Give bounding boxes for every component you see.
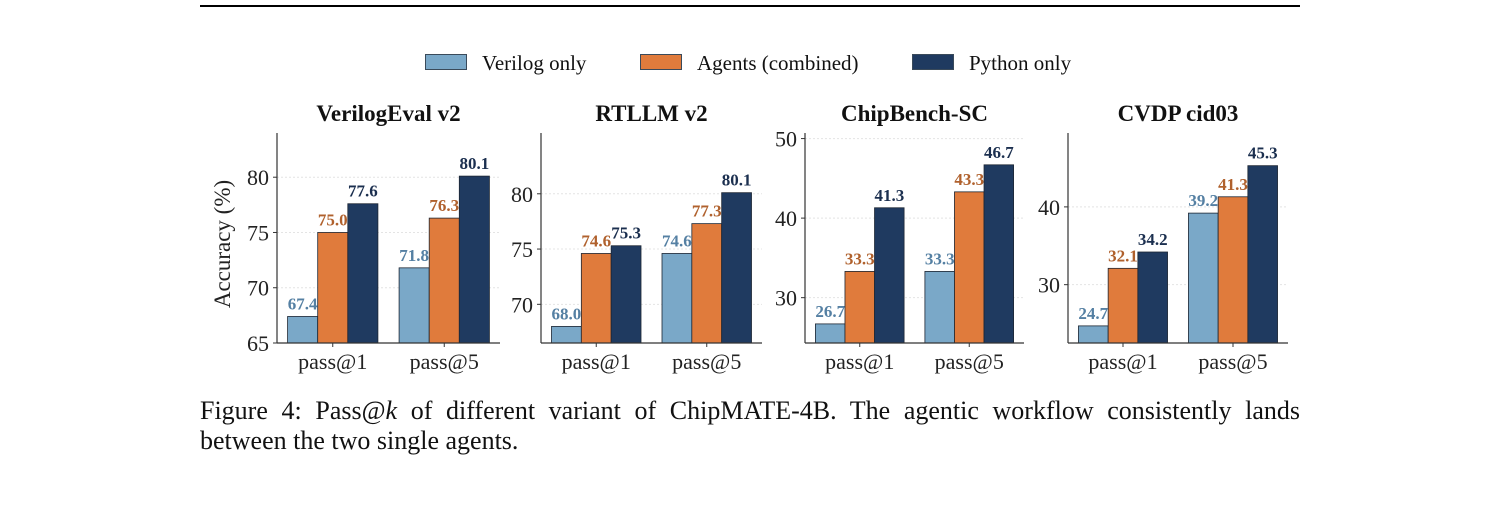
y-tick-label: 30 bbox=[1038, 273, 1060, 298]
y-tick-label: 40 bbox=[775, 206, 797, 231]
y-tick-label: 70 bbox=[247, 276, 269, 301]
chart-title: CVDP cid03 bbox=[1118, 101, 1239, 126]
bar bbox=[1078, 325, 1109, 344]
legend-swatch-verilog bbox=[425, 54, 467, 70]
bar-value-label: 39.2 bbox=[1188, 191, 1218, 210]
bar-value-label: 80.1 bbox=[722, 171, 752, 190]
chart-panel-3: 24.7 32.134.2 pass@1 39.241.345.3 pass@5 30 40… bbox=[1038, 101, 1288, 374]
bar bbox=[983, 164, 1015, 344]
x-tick-label: pass@5 bbox=[935, 349, 1004, 374]
bar-value-label: 67.4 bbox=[288, 294, 318, 313]
bar bbox=[844, 271, 875, 344]
bar-value-label: 26.7 bbox=[815, 302, 845, 321]
bar-value-label: 74.6 bbox=[662, 231, 692, 250]
bar bbox=[691, 223, 723, 344]
chart-title: RTLLM v2 bbox=[595, 101, 707, 126]
top-rule bbox=[200, 5, 1300, 7]
bar-value-label: 74.6 bbox=[581, 231, 611, 250]
bar bbox=[610, 245, 642, 344]
bar bbox=[815, 323, 846, 344]
bar bbox=[317, 232, 349, 344]
bar-value-label: 68.0 bbox=[552, 304, 582, 323]
bar-value-label: 76.3 bbox=[429, 196, 459, 215]
legend-label-agents: Agents (combined) bbox=[697, 51, 859, 75]
bar-value-label: 71.8 bbox=[399, 246, 429, 265]
y-axis-label: Accuracy (%) bbox=[210, 180, 235, 308]
bar-value-label: 75.3 bbox=[611, 224, 641, 243]
x-tick-label: pass@1 bbox=[825, 349, 894, 374]
bar bbox=[458, 175, 490, 344]
x-tick-label: pass@5 bbox=[672, 349, 741, 374]
x-tick-label: pass@1 bbox=[1088, 349, 1157, 374]
y-tick-label: 75 bbox=[511, 237, 533, 262]
caption-k: k bbox=[385, 396, 398, 425]
chart-panel-1: 68.074.6 75.3pass@174.677.380.1pass@57075… bbox=[511, 101, 762, 374]
bar bbox=[924, 271, 955, 344]
chart-title: ChipBench-SC bbox=[841, 101, 988, 126]
caption-rest: of different variant of ChipMATE-4B. The… bbox=[200, 396, 1300, 455]
bar bbox=[954, 191, 985, 344]
bar-value-label: 77.6 bbox=[348, 182, 378, 201]
bar bbox=[1247, 165, 1278, 344]
bar bbox=[428, 217, 460, 344]
bar bbox=[874, 207, 905, 344]
x-tick-label: pass@1 bbox=[562, 349, 631, 374]
chart-panel-2: 26.7 33.3 41.3 pass@1 33.3 43.346.7 pass@5 30 40… bbox=[775, 101, 1024, 374]
figure-caption: Figure 4: Pass@k of different variant of… bbox=[200, 396, 1300, 456]
legend-label-verilog: Verilog only bbox=[482, 51, 587, 75]
bar bbox=[661, 253, 693, 344]
bar bbox=[1107, 267, 1139, 344]
bar bbox=[721, 192, 752, 344]
bar bbox=[1217, 196, 1249, 344]
legend-label-python: Python only bbox=[969, 51, 1072, 75]
y-tick-label: 50 bbox=[775, 127, 797, 152]
chart-title: VerilogEval v2 bbox=[316, 101, 460, 126]
bar-value-label: 45.3 bbox=[1248, 144, 1278, 163]
bar-value-label: 33.3 bbox=[845, 249, 875, 268]
bar-value-label: 41.3 bbox=[1218, 175, 1248, 194]
y-tick-label: 65 bbox=[247, 331, 269, 356]
bar bbox=[398, 267, 430, 344]
bar-value-label: 43.3 bbox=[954, 170, 984, 189]
bar bbox=[551, 326, 582, 344]
bar-value-label: 32.1 bbox=[1108, 246, 1138, 265]
chart-panel-0: 67.4 75.077.6 pass@1 71.8 76.3 80.1 pass@5 65 70… bbox=[210, 101, 500, 374]
y-tick-label: 75 bbox=[247, 220, 269, 245]
bar-value-label: 34.2 bbox=[1138, 230, 1168, 249]
x-tick-label: pass@1 bbox=[298, 349, 367, 374]
bar-value-label: 41.3 bbox=[874, 186, 904, 205]
bar-value-label: 75.0 bbox=[318, 210, 348, 229]
bar bbox=[1188, 212, 1219, 344]
y-tick-label: 30 bbox=[775, 286, 797, 311]
x-tick-label: pass@5 bbox=[1198, 349, 1267, 374]
bar-value-label: 46.7 bbox=[984, 143, 1014, 162]
y-tick-label: 40 bbox=[1038, 195, 1060, 220]
y-tick-label: 70 bbox=[511, 292, 533, 317]
bar-value-label: 80.1 bbox=[459, 154, 489, 173]
bar bbox=[347, 203, 379, 344]
bar bbox=[1137, 251, 1168, 344]
bar-value-label: 77.3 bbox=[692, 202, 722, 221]
bar-value-label: 33.3 bbox=[925, 249, 955, 268]
bar bbox=[580, 253, 612, 344]
y-tick-label: 80 bbox=[511, 182, 533, 207]
y-tick-label: 80 bbox=[247, 165, 269, 190]
legend-swatch-agents bbox=[640, 54, 682, 70]
legend-swatch-python bbox=[912, 54, 954, 70]
caption-prefix: Figure 4: Pass@ bbox=[200, 396, 386, 425]
charts-svg: 67.4 75.077.6 pass@1 71.8 76.3 80.1 pass@5 65 70… bbox=[210, 101, 1288, 374]
bar bbox=[287, 316, 319, 344]
bar-value-label: 24.7 bbox=[1078, 304, 1108, 323]
x-tick-label: pass@5 bbox=[410, 349, 479, 374]
